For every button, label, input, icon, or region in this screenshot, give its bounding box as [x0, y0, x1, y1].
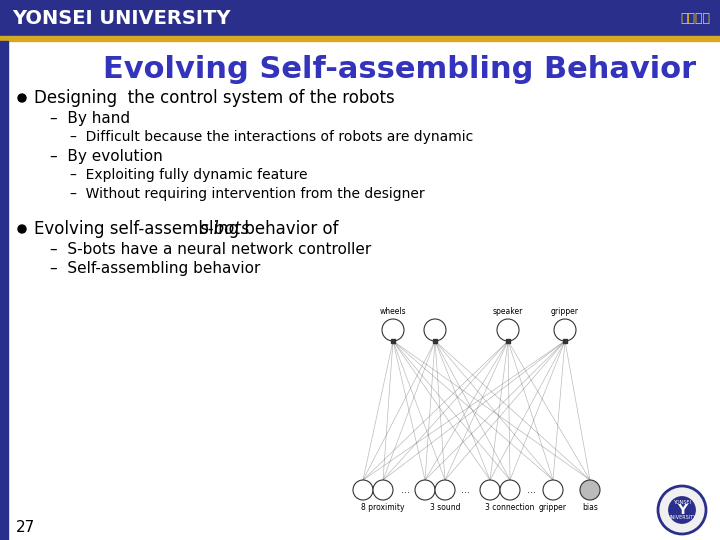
Text: ...: ...	[528, 485, 536, 495]
Circle shape	[18, 225, 26, 233]
Bar	[0, 0, 720, 36]
Text: –  S-bots have a neural network controller: – S-bots have a neural network controlle…	[50, 241, 372, 256]
Text: –  Without requiring intervention from the designer: – Without requiring intervention from th…	[70, 187, 425, 201]
Text: –  By hand: – By hand	[50, 111, 130, 125]
Circle shape	[658, 486, 706, 534]
Text: bias: bias	[582, 503, 598, 512]
Circle shape	[554, 319, 576, 341]
Text: YONSEI: YONSEI	[673, 500, 691, 505]
Circle shape	[543, 480, 563, 500]
Circle shape	[18, 94, 26, 102]
Text: ...: ...	[400, 485, 410, 495]
Circle shape	[382, 319, 404, 341]
Circle shape	[669, 497, 696, 523]
Text: 3 sound: 3 sound	[430, 503, 460, 512]
Bar	[0, 41, 8, 540]
Text: Designing  the control system of the robots: Designing the control system of the robo…	[34, 89, 395, 107]
Text: Evolving Self-assembling Behavior: Evolving Self-assembling Behavior	[104, 55, 696, 84]
Text: –  Self-assembling behavior: – Self-assembling behavior	[50, 260, 261, 275]
Text: UNIVERSITY: UNIVERSITY	[667, 515, 697, 519]
Circle shape	[435, 480, 455, 500]
Circle shape	[497, 319, 519, 341]
Bar	[0, 36, 720, 41]
Circle shape	[500, 480, 520, 500]
Circle shape	[480, 480, 500, 500]
Text: –  Exploiting fully dynamic feature: – Exploiting fully dynamic feature	[70, 168, 307, 182]
Text: 27: 27	[16, 519, 35, 535]
Text: –  Difficult because the interactions of robots are dynamic: – Difficult because the interactions of …	[70, 130, 473, 144]
Text: YONSEI UNIVERSITY: YONSEI UNIVERSITY	[12, 9, 230, 28]
Circle shape	[580, 480, 600, 500]
Text: ...: ...	[462, 485, 470, 495]
Text: 8 proximity: 8 proximity	[361, 503, 405, 512]
Text: Y: Y	[677, 503, 687, 517]
Circle shape	[415, 480, 435, 500]
Text: wheels: wheels	[379, 307, 406, 316]
Text: gripper: gripper	[551, 307, 579, 316]
Text: 3 connection: 3 connection	[485, 503, 535, 512]
Circle shape	[373, 480, 393, 500]
Text: gripper: gripper	[539, 503, 567, 512]
Circle shape	[353, 480, 373, 500]
Text: s-bots: s-bots	[200, 220, 251, 238]
Text: Evolving self-assembling behavior of: Evolving self-assembling behavior of	[34, 220, 343, 238]
Circle shape	[424, 319, 446, 341]
Text: –  By evolution: – By evolution	[50, 148, 163, 164]
Text: speaker: speaker	[492, 307, 523, 316]
Text: 응용사례: 응용사례	[680, 11, 710, 24]
